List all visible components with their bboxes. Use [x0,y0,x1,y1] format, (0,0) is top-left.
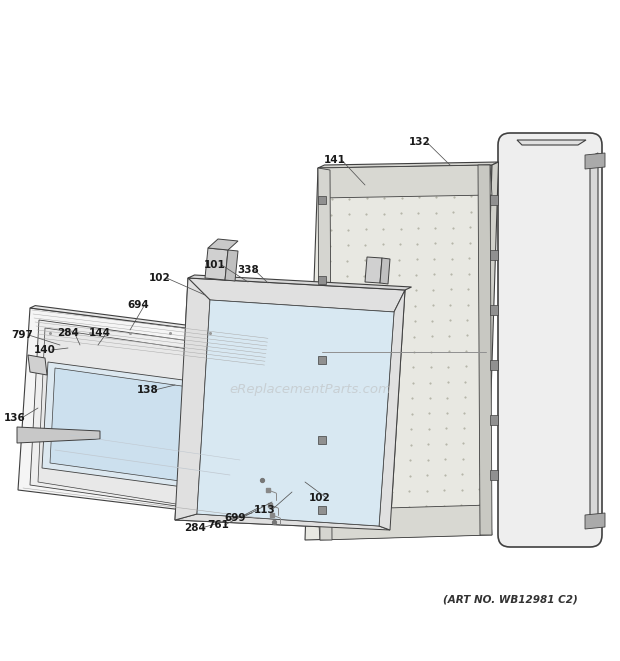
Text: 140: 140 [34,345,56,355]
Polygon shape [197,300,394,526]
Polygon shape [50,368,252,490]
Polygon shape [318,506,326,514]
Text: 141: 141 [324,155,346,165]
Polygon shape [318,162,498,168]
Polygon shape [17,427,100,443]
Text: (ART NO. WB12981 C2): (ART NO. WB12981 C2) [443,595,577,605]
Polygon shape [188,275,412,290]
Polygon shape [318,168,332,540]
Polygon shape [318,196,326,204]
Text: 113: 113 [254,505,276,515]
Polygon shape [585,153,605,169]
Text: 144: 144 [89,328,111,338]
Polygon shape [305,165,492,540]
Polygon shape [318,436,326,444]
Text: 102: 102 [309,493,331,503]
FancyBboxPatch shape [498,133,602,547]
Polygon shape [490,195,498,205]
Polygon shape [318,505,492,540]
Text: 284: 284 [184,523,206,533]
Polygon shape [490,470,498,480]
Polygon shape [478,165,492,535]
Polygon shape [30,320,269,517]
Polygon shape [490,360,498,370]
Polygon shape [585,513,605,529]
Text: 797: 797 [11,330,33,340]
Polygon shape [379,290,405,530]
Polygon shape [318,276,326,284]
Polygon shape [225,250,238,281]
Text: 694: 694 [127,300,149,310]
Text: 138: 138 [137,385,159,395]
Text: 136: 136 [4,413,26,423]
Polygon shape [28,355,47,375]
Polygon shape [490,305,498,315]
Polygon shape [490,415,498,425]
Text: 102: 102 [149,273,171,283]
Polygon shape [318,356,326,364]
Polygon shape [365,257,382,283]
Polygon shape [480,162,498,535]
Text: 699: 699 [224,513,246,523]
Polygon shape [318,165,492,198]
Polygon shape [38,328,263,515]
Text: 101: 101 [204,260,226,270]
Polygon shape [380,258,390,284]
Polygon shape [205,248,228,280]
Polygon shape [208,239,238,250]
Polygon shape [175,514,390,530]
Text: 132: 132 [409,137,431,147]
Polygon shape [42,362,258,496]
Text: eReplacementParts.com: eReplacementParts.com [229,383,391,397]
Polygon shape [175,278,405,530]
Polygon shape [175,278,210,520]
Text: 284: 284 [57,328,79,338]
Polygon shape [188,278,405,312]
Polygon shape [517,140,586,145]
Polygon shape [490,250,498,260]
Text: 338: 338 [237,265,259,275]
Polygon shape [30,305,283,340]
Text: 761: 761 [207,520,229,530]
Polygon shape [18,308,278,520]
Polygon shape [590,153,598,527]
